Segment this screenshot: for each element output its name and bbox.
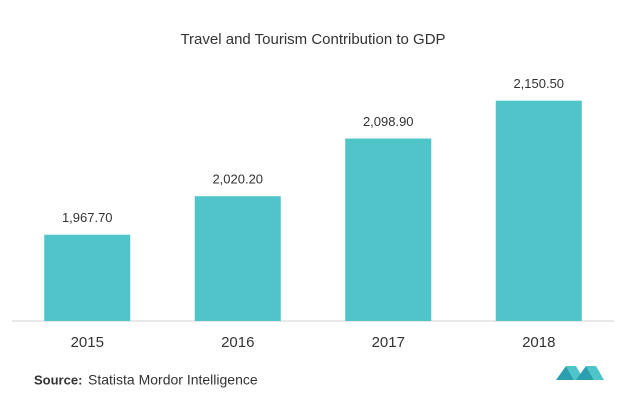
bar xyxy=(44,234,131,321)
logo xyxy=(556,366,604,380)
x-tick-label: 2018 xyxy=(522,334,555,351)
x-tick-label: 2017 xyxy=(372,334,405,351)
bar xyxy=(194,196,281,321)
value-label: 2,020.20 xyxy=(212,172,263,187)
chart-title: Travel and Tourism Contribution to GDP xyxy=(180,31,445,48)
value-label: 1,967.70 xyxy=(62,210,113,225)
x-tick-label: 2015 xyxy=(71,334,104,351)
source-text: Statista Mordor Intelligence xyxy=(88,372,258,388)
bar xyxy=(345,138,432,321)
value-label: 2,098.90 xyxy=(363,114,414,129)
bar xyxy=(495,100,582,321)
value-label: 2,150.50 xyxy=(513,76,564,91)
source-label: Source: xyxy=(34,372,82,387)
x-tick-label: 2016 xyxy=(221,334,254,351)
